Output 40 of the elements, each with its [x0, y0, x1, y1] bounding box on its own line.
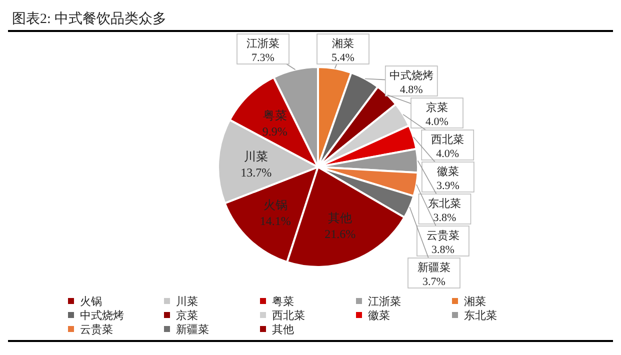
- legend-label: 火锅: [80, 294, 102, 308]
- legend-label: 西北菜: [272, 308, 305, 322]
- legend-label: 中式烧烤: [80, 308, 124, 322]
- data-label: 13.7%: [240, 165, 272, 180]
- chart-title: 图表2: 中式餐饮品类众多: [8, 8, 613, 32]
- legend-label: 京菜: [176, 308, 198, 322]
- data-label: 3.8%: [432, 244, 454, 256]
- data-label: 4.8%: [400, 84, 423, 96]
- slice-label: 云贵菜: [426, 229, 460, 242]
- data-label: 5.4%: [332, 52, 354, 64]
- data-label: 3.9%: [436, 180, 460, 192]
- data-label: 3.7%: [422, 276, 446, 288]
- data-label: 7.3%: [252, 52, 274, 64]
- data-label: 4.0%: [436, 148, 460, 160]
- slice-label: 中式烧烤: [389, 69, 434, 82]
- slice-label: 徽菜: [436, 165, 459, 178]
- data-label: 9.9%: [262, 124, 288, 138]
- legend-label: 新疆菜: [176, 322, 209, 336]
- data-label: 3.8%: [433, 212, 456, 224]
- legend-label: 东北菜: [464, 308, 497, 322]
- legend-label: 湘菜: [464, 294, 486, 308]
- legend-label: 徽菜: [368, 308, 390, 322]
- slice-label: 川菜: [244, 149, 268, 164]
- data-label: 14.1%: [260, 214, 291, 228]
- slice-label: 西北菜: [431, 133, 464, 146]
- legend-label: 粤菜: [272, 294, 294, 308]
- legend-label: 江浙菜: [368, 294, 401, 308]
- slice-label: 火锅: [263, 198, 288, 212]
- slice-label: 湘菜: [332, 37, 354, 50]
- data-label: 4.0%: [426, 116, 448, 128]
- slice-label: 江浙菜: [246, 37, 280, 50]
- slice-label: 新疆菜: [417, 261, 450, 274]
- slice-label: 其他: [328, 210, 352, 225]
- legend-label: 其他: [272, 322, 294, 336]
- slice-label: 粤菜: [262, 108, 287, 122]
- slice-label: 京菜: [426, 101, 448, 114]
- legend-label: 川菜: [176, 294, 198, 308]
- legend-label: 云贵菜: [80, 322, 113, 336]
- slice-label: 东北菜: [428, 197, 462, 210]
- data-label: 21.6%: [324, 226, 356, 241]
